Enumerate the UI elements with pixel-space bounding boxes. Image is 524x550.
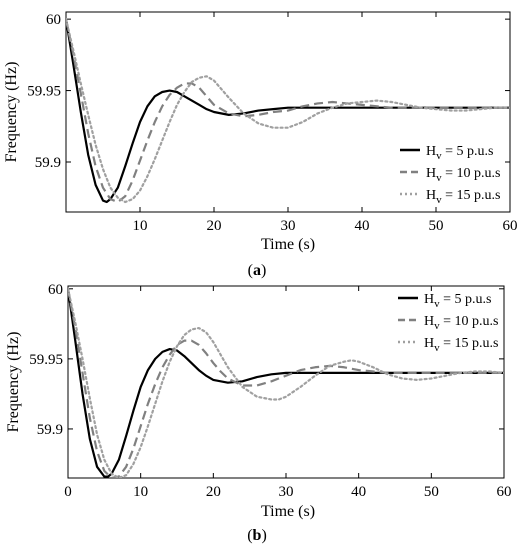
chart-panel-b: 0 10 20 30 40 50 60 59.9 59.95 60 Time (s) Frequenc… <box>5 282 512 544</box>
y-axis-title: Frequency (Hz) <box>5 332 22 433</box>
x-tick-label: 60 <box>503 218 518 234</box>
x-tick-label: 40 <box>355 218 370 234</box>
panel-label: (b) <box>247 527 267 544</box>
x-tick-label: 20 <box>206 484 221 500</box>
plot-frame <box>65 11 511 213</box>
y-tick-label: 60 <box>48 282 63 298</box>
plot-frame <box>67 285 505 479</box>
x-axis-title: Time (s) <box>261 236 315 253</box>
legend-label-3: Hv = 15 p.u.s <box>424 336 498 354</box>
y-axis-title: Frequency (Hz) <box>3 62 20 163</box>
y-tick-label: 59.9 <box>35 155 61 171</box>
y-tick-label: 60 <box>46 12 61 28</box>
series-line-3 <box>66 18 510 204</box>
x-tick-label: 50 <box>429 218 444 234</box>
legend: Hv = 5 p.u.s Hv = 10 p.u.s Hv = 15 p.u.s <box>398 292 498 354</box>
x-tick-label: 40 <box>351 484 366 500</box>
chart-panel-a: 10 20 30 40 50 60 59.9 59.95 60 Time (s) Frequency… <box>3 11 518 279</box>
series-line-3 <box>68 287 504 478</box>
legend-label-1: Hv = 5 p.u.s <box>424 292 491 310</box>
legend-label-3: Hv = 15 p.u.s <box>426 188 500 206</box>
y-tick-label: 59.95 <box>27 84 61 100</box>
legend: Hv = 5 p.u.s Hv = 10 p.u.s Hv = 15 p.u.s <box>400 144 500 206</box>
x-tick-label: 10 <box>133 484 148 500</box>
series-group <box>66 18 510 204</box>
panel-label: (a) <box>248 262 267 279</box>
x-tick-label: 60 <box>497 484 512 500</box>
series-line-1 <box>68 288 504 478</box>
legend-label-2: Hv = 10 p.u.s <box>426 166 500 184</box>
y-tick-label: 59.9 <box>37 422 63 438</box>
x-tick-label: 50 <box>424 484 439 500</box>
legend-label-2: Hv = 10 p.u.s <box>424 314 498 332</box>
y-tick-label: 59.95 <box>29 352 63 368</box>
series-line-2 <box>68 288 504 478</box>
x-tick-label: 30 <box>279 484 294 500</box>
x-tick-label: 20 <box>207 218 222 234</box>
series-group <box>68 287 504 478</box>
legend-label-1: Hv = 5 p.u.s <box>426 144 493 162</box>
x-axis-title: Time (s) <box>261 503 315 520</box>
x-tick-label: 30 <box>281 218 296 234</box>
x-tick-label: 0 <box>64 484 72 500</box>
x-tick-label: 10 <box>133 218 148 234</box>
